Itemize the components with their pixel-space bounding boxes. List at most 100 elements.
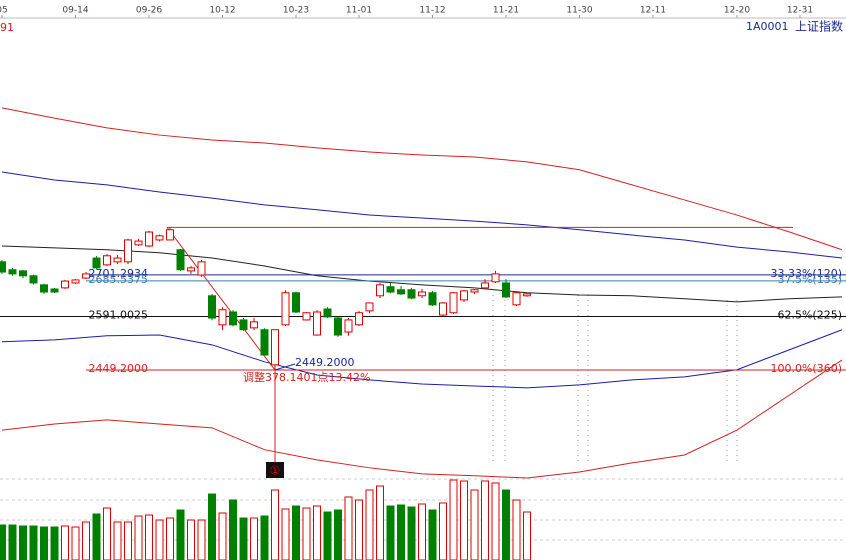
low-pointer: [274, 363, 296, 371]
volume-bar: [365, 489, 374, 560]
candle-body: [271, 329, 279, 366]
volume-bar: [0, 524, 6, 560]
candle-body: [82, 273, 90, 279]
candle-body: [176, 249, 185, 271]
indicator-line: [1, 245, 843, 303]
candle-body: [250, 321, 258, 329]
indicator-line: [1, 107, 843, 251]
volume-bar: [155, 519, 164, 560]
candle-body: [491, 273, 500, 283]
x-tick-label: 10-23: [283, 6, 309, 16]
x-tick-label: 09-14: [62, 6, 88, 16]
candle-body: [344, 319, 353, 333]
volume-bar: [470, 489, 479, 560]
x-tick-label: 09-26: [136, 6, 162, 16]
volume-bar: [344, 496, 353, 560]
volume-bar: [250, 517, 258, 560]
candle-body: [355, 312, 363, 326]
volume-bar: [50, 526, 59, 560]
x-tick-label: 12-31: [787, 6, 813, 16]
volume-bar: [40, 526, 48, 560]
candle-body: [113, 257, 122, 263]
volume-bar: [334, 509, 342, 560]
marker-box: [266, 462, 284, 478]
level-ratio: 33.33%(120): [770, 267, 842, 280]
volume-bar: [302, 507, 311, 560]
volume-bar: [145, 514, 153, 560]
level-price: 2685.5375: [89, 273, 149, 286]
candle-body: [386, 286, 395, 293]
x-tick-label: 05: [0, 6, 8, 16]
volume-bar: [523, 511, 531, 560]
volume-bar: [418, 503, 426, 560]
x-tick-label: 10-12: [209, 6, 235, 16]
candle-body: [92, 257, 101, 269]
candle-body: [512, 292, 521, 306]
marker: ①: [270, 464, 281, 478]
candle-body: [71, 279, 80, 284]
candle-body: [19, 270, 27, 277]
candle-body: [407, 289, 416, 299]
volume-bar: [323, 511, 332, 560]
candle-body: [155, 235, 164, 241]
candle-body: [460, 290, 468, 301]
candle-body: [418, 291, 426, 297]
volume-bar: [19, 525, 27, 560]
volume-bar: [176, 509, 185, 560]
candle-body: [523, 293, 531, 297]
candle-body: [8, 269, 17, 275]
volume-bar: [61, 525, 69, 560]
candle-body: [187, 267, 195, 272]
volume-bar: [355, 499, 363, 560]
swing-diagonal: [166, 227, 276, 371]
low-label: 2449.2000: [295, 356, 355, 369]
candle-body: [124, 239, 132, 263]
candle-body: [502, 282, 510, 298]
adjust-label: 调整378.1401点13.42%: [243, 370, 370, 384]
level-price: 2701.2934: [89, 267, 149, 280]
candle-body: [376, 284, 384, 297]
level-ratio: 37.5%(135): [777, 273, 842, 286]
candle-body: [40, 284, 48, 293]
volume-bar: [92, 513, 101, 560]
level-ratio: 100.0%(360): [770, 362, 842, 375]
indicator-line: [1, 329, 843, 389]
volume-bar: [166, 517, 174, 560]
volume-bar: [449, 479, 458, 560]
volume-bar: [428, 509, 437, 560]
x-tick-label: 11-30: [566, 6, 592, 16]
candle-body: [397, 289, 405, 295]
candle-body: [334, 317, 342, 336]
volume-bar: [292, 505, 300, 560]
volume-bar: [260, 515, 269, 560]
candle-body: [470, 289, 479, 293]
candle-body: [302, 312, 311, 321]
volume-bar: [229, 499, 237, 560]
candle-body: [29, 275, 38, 284]
volume-bar: [376, 485, 384, 560]
candle-body: [61, 280, 69, 289]
volume-bar: [502, 489, 510, 560]
level-price: 2591.0025: [89, 309, 149, 322]
volume-bar: [113, 521, 122, 560]
x-tick-label: 12-11: [640, 6, 666, 16]
volume-bar: [460, 480, 468, 560]
volume-bar: [187, 519, 195, 560]
candle-body: [428, 292, 437, 306]
volume-bar: [271, 489, 279, 560]
volume-bar: [439, 502, 447, 560]
volume-bar: [218, 512, 227, 560]
volume-bar: [281, 508, 290, 560]
candle-body: [323, 308, 332, 318]
corner-text: 91: [0, 21, 14, 34]
candle-body: [239, 319, 248, 331]
x-tick-label: 11-01: [346, 6, 372, 16]
volume-bar: [197, 519, 206, 560]
index-name: 上证指数: [795, 19, 843, 34]
code: 1A0001: [746, 20, 789, 33]
volume-bar: [407, 506, 416, 560]
candle-body: [439, 302, 447, 316]
indicator-line: [1, 359, 843, 479]
candle-body: [134, 240, 143, 246]
